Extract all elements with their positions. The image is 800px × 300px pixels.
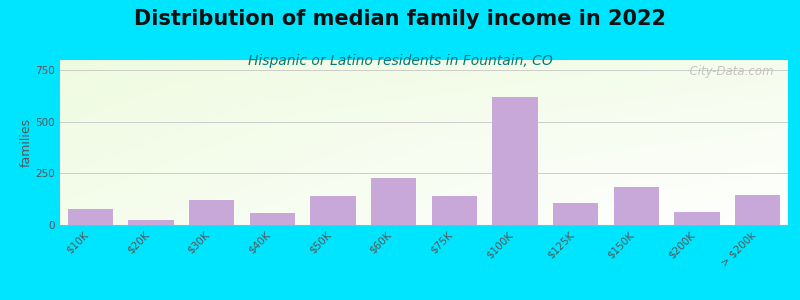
Bar bbox=[674, 212, 720, 225]
Bar bbox=[614, 187, 659, 225]
Bar bbox=[250, 213, 295, 225]
Text: City-Data.com: City-Data.com bbox=[682, 65, 774, 78]
Y-axis label: families: families bbox=[20, 118, 33, 167]
Bar bbox=[431, 196, 477, 225]
Bar bbox=[128, 220, 174, 225]
Bar bbox=[735, 195, 781, 225]
Text: Distribution of median family income in 2022: Distribution of median family income in … bbox=[134, 9, 666, 29]
Text: Hispanic or Latino residents in Fountain, CO: Hispanic or Latino residents in Fountain… bbox=[248, 54, 552, 68]
Bar bbox=[371, 178, 417, 225]
Bar bbox=[310, 196, 356, 225]
Bar bbox=[189, 200, 234, 225]
Bar bbox=[553, 203, 598, 225]
Bar bbox=[492, 97, 538, 225]
Bar bbox=[67, 208, 113, 225]
